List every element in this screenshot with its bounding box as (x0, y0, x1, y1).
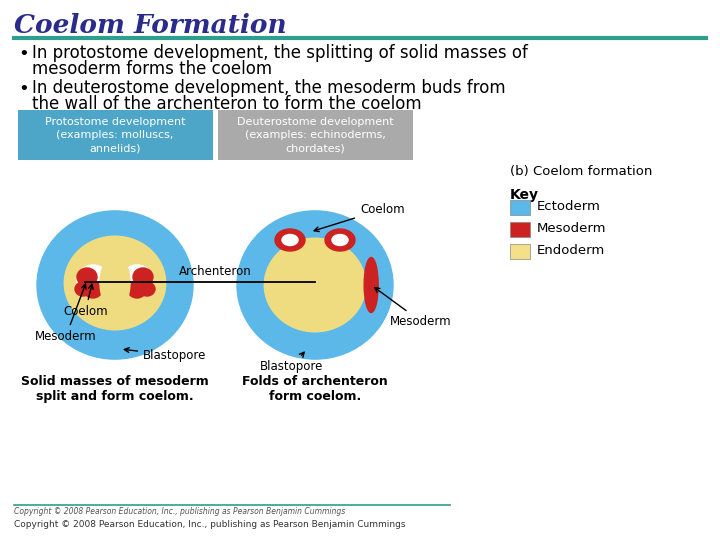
Text: mesoderm forms the coelom: mesoderm forms the coelom (32, 60, 272, 78)
Ellipse shape (296, 246, 334, 314)
Ellipse shape (121, 265, 153, 295)
Ellipse shape (75, 282, 91, 296)
Text: Solid masses of mesoderm
split and form coelom.: Solid masses of mesoderm split and form … (21, 375, 209, 403)
Ellipse shape (128, 282, 146, 298)
Ellipse shape (237, 211, 393, 359)
Ellipse shape (275, 229, 305, 251)
Text: Coelom: Coelom (63, 284, 107, 318)
Text: Coelom Formation: Coelom Formation (14, 13, 287, 38)
Text: Endoderm: Endoderm (537, 245, 606, 258)
Text: (b) Coelom formation: (b) Coelom formation (510, 165, 652, 178)
Ellipse shape (325, 229, 355, 251)
Text: In protostome development, the splitting of solid masses of: In protostome development, the splitting… (32, 44, 528, 62)
Text: Ectoderm: Ectoderm (537, 200, 601, 213)
Text: the wall of the archenteron to form the coelom: the wall of the archenteron to form the … (32, 95, 422, 113)
Ellipse shape (282, 234, 298, 246)
Text: Blastopore: Blastopore (260, 352, 323, 373)
Text: Coelom: Coelom (314, 203, 405, 232)
Text: •: • (18, 45, 29, 63)
Text: •: • (18, 80, 29, 98)
Text: Mesoderm: Mesoderm (374, 288, 452, 328)
Text: Key: Key (510, 188, 539, 202)
Ellipse shape (332, 234, 348, 246)
FancyBboxPatch shape (510, 222, 530, 237)
Ellipse shape (84, 282, 102, 298)
Text: Protostome development
(examples: molluscs,
annelids): Protostome development (examples: mollus… (45, 117, 185, 153)
Text: Copyright © 2008 Pearson Education, Inc., publishing as Pearson Benjamin Cumming: Copyright © 2008 Pearson Education, Inc.… (14, 520, 405, 529)
FancyBboxPatch shape (510, 200, 530, 215)
Text: Copyright © 2008 Pearson Education, Inc., publishing as Pearson Benjamin Cumming: Copyright © 2008 Pearson Education, Inc.… (14, 507, 346, 516)
Ellipse shape (264, 238, 366, 332)
Ellipse shape (133, 268, 153, 286)
Ellipse shape (100, 255, 130, 310)
Text: Mesoderm: Mesoderm (35, 284, 96, 343)
Ellipse shape (364, 258, 378, 313)
Text: In deuterostome development, the mesoderm buds from: In deuterostome development, the mesoder… (32, 79, 505, 97)
Text: Folds of archenteron
form coelom.: Folds of archenteron form coelom. (242, 375, 388, 403)
Ellipse shape (37, 211, 193, 359)
Ellipse shape (77, 268, 97, 286)
Text: Archenteron: Archenteron (179, 265, 251, 278)
FancyBboxPatch shape (510, 244, 530, 259)
Text: Deuterostome development
(examples: echinoderms,
chordates): Deuterostome development (examples: echi… (237, 117, 393, 153)
Text: Mesoderm: Mesoderm (537, 222, 606, 235)
Ellipse shape (139, 282, 155, 296)
Text: Blastopore: Blastopore (125, 348, 207, 362)
FancyBboxPatch shape (18, 110, 213, 160)
FancyBboxPatch shape (218, 110, 413, 160)
Ellipse shape (77, 265, 109, 295)
Ellipse shape (64, 236, 166, 330)
